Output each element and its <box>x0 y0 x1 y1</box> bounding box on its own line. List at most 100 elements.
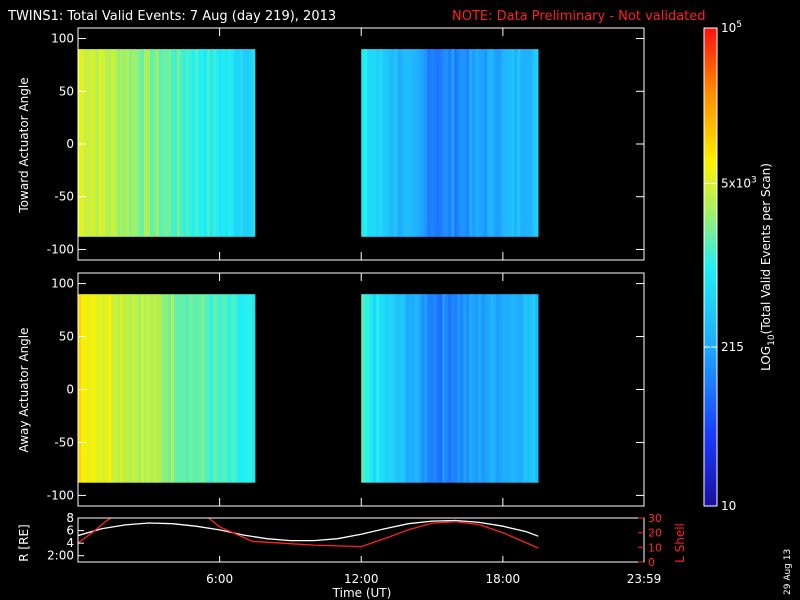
heatmap-column-seg0 <box>240 49 244 237</box>
heatmap-column-seg1 <box>475 294 479 483</box>
heatmap-column-seg1 <box>457 49 461 237</box>
heatmap-column-seg0 <box>159 294 163 483</box>
heatmap-column-seg1 <box>478 294 482 483</box>
heatmap-column-seg0 <box>78 49 82 237</box>
heatmap-column-seg1 <box>391 49 395 237</box>
heatmap-column-seg0 <box>84 294 88 483</box>
heatmap-column-seg1 <box>481 49 485 237</box>
heatmap-column-seg0 <box>135 294 139 483</box>
heatmap-column-seg0 <box>225 49 229 237</box>
heatmap-column-seg1 <box>523 49 527 237</box>
heatmap-column-seg0 <box>141 294 145 483</box>
heatmap-column-seg1 <box>361 49 365 237</box>
heatmap-column-seg1 <box>529 294 533 483</box>
heatmap-column-seg0 <box>111 49 115 237</box>
heatmap-column-seg0 <box>237 294 241 483</box>
right-tick-label: 30 <box>648 512 662 525</box>
heatmap-column-seg0 <box>180 49 184 237</box>
heatmap-column-seg0 <box>93 294 97 483</box>
heatmap-column-seg0 <box>183 49 187 237</box>
heatmap-column-seg1 <box>502 294 506 483</box>
colorbar-tick-base: 215 <box>721 340 744 354</box>
heatmap-column-seg0 <box>192 49 196 237</box>
heatmap-column-seg0 <box>102 49 106 237</box>
heatmap-column-seg0 <box>186 49 190 237</box>
heatmap-column-seg1 <box>394 294 398 483</box>
heatmap-column-seg0 <box>126 294 130 483</box>
heatmap-column-seg1 <box>424 49 428 237</box>
heatmap-column-seg0 <box>207 49 211 237</box>
heatmap-column-seg1 <box>412 49 416 237</box>
heatmap-column-seg0 <box>234 49 238 237</box>
heatmap-column-seg0 <box>150 294 154 483</box>
heatmap-column-seg1 <box>511 49 515 237</box>
heatmap-column-seg1 <box>433 294 437 483</box>
heatmap-column-seg0 <box>216 294 220 483</box>
heatmap-column-seg0 <box>201 49 205 237</box>
heatmap-column-seg0 <box>201 294 205 483</box>
colorbar-tick-label: 5x103 <box>721 175 757 190</box>
heatmap-column-seg1 <box>535 294 539 483</box>
heatmap-column-seg0 <box>129 49 133 237</box>
heatmap-column-seg1 <box>427 49 431 237</box>
heatmap-column-seg1 <box>406 294 410 483</box>
x-tick-label: 18:00 <box>486 572 521 586</box>
heatmap-column-seg0 <box>249 294 253 483</box>
heatmap-column-seg0 <box>225 294 229 483</box>
heatmap-column-seg1 <box>520 49 524 237</box>
heatmap-column-seg0 <box>102 294 106 483</box>
heatmap-column-seg0 <box>147 49 151 237</box>
colorbar-tick-label: 10 <box>721 499 736 513</box>
heatmap-column-seg0 <box>234 294 238 483</box>
heatmap-column-seg0 <box>243 294 247 483</box>
colorbar-tick-exponent: 5 <box>736 20 742 30</box>
heatmap-column-seg1 <box>532 49 536 237</box>
heatmap-column-seg1 <box>409 49 413 237</box>
heatmap-column-seg1 <box>388 49 392 237</box>
heatmap-column-seg0 <box>153 49 157 237</box>
heatmap-column-seg0 <box>156 49 160 237</box>
heatmap-column-seg1 <box>385 49 389 237</box>
heatmap-column-seg0 <box>156 294 160 483</box>
heatmap-column-seg0 <box>90 294 94 483</box>
heatmap-column-seg1 <box>514 294 518 483</box>
heatmap-column-seg1 <box>427 294 431 483</box>
heatmap-column-seg0 <box>177 49 181 237</box>
heatmap-column-seg0 <box>192 294 196 483</box>
heatmap-column-seg0 <box>237 49 241 237</box>
heatmap-column-seg1 <box>367 49 371 237</box>
left-tick-label: 8 <box>66 511 74 525</box>
heatmap-column-seg1 <box>448 294 452 483</box>
heatmap-column-seg1 <box>523 294 527 483</box>
heatmap-column-seg1 <box>403 294 407 483</box>
heatmap-column-seg1 <box>373 294 377 483</box>
heatmap-column-seg0 <box>204 49 208 237</box>
heatmap-column-seg1 <box>403 49 407 237</box>
heatmap-column-seg1 <box>388 294 392 483</box>
right-tick-label: 20 <box>648 527 662 540</box>
heatmap-column-seg1 <box>475 49 479 237</box>
colorbar-tick-base: 10 <box>721 21 736 35</box>
lshell-line-1 <box>78 518 113 544</box>
heatmap-column-seg1 <box>364 49 368 237</box>
heatmap-column-seg0 <box>207 294 211 483</box>
chart-title: TWINS1: Total Valid Events: 7 Aug (day 2… <box>7 9 336 24</box>
heatmap-column-seg1 <box>442 49 446 237</box>
heatmap-column-seg0 <box>138 294 142 483</box>
heatmap-column-seg1 <box>460 49 464 237</box>
radius-line <box>78 519 539 542</box>
bottom-heatmap-panel: 100 50 0 -50 -100 <box>47 272 645 507</box>
heatmap-column-seg1 <box>472 49 476 237</box>
y-tick-label: 0 <box>66 137 74 151</box>
heatmap-column-seg0 <box>162 294 166 483</box>
heatmap-column-seg1 <box>394 49 398 237</box>
heatmap-column-seg0 <box>126 49 130 237</box>
heatmap-column-seg1 <box>499 49 503 237</box>
heatmap-column-seg1 <box>409 294 413 483</box>
heatmap-column-seg1 <box>496 294 500 483</box>
right-tick-label: 0 <box>648 556 655 569</box>
heatmap-column-seg0 <box>123 49 127 237</box>
heatmap-column-seg1 <box>412 294 416 483</box>
heatmap-column-seg0 <box>144 294 148 483</box>
